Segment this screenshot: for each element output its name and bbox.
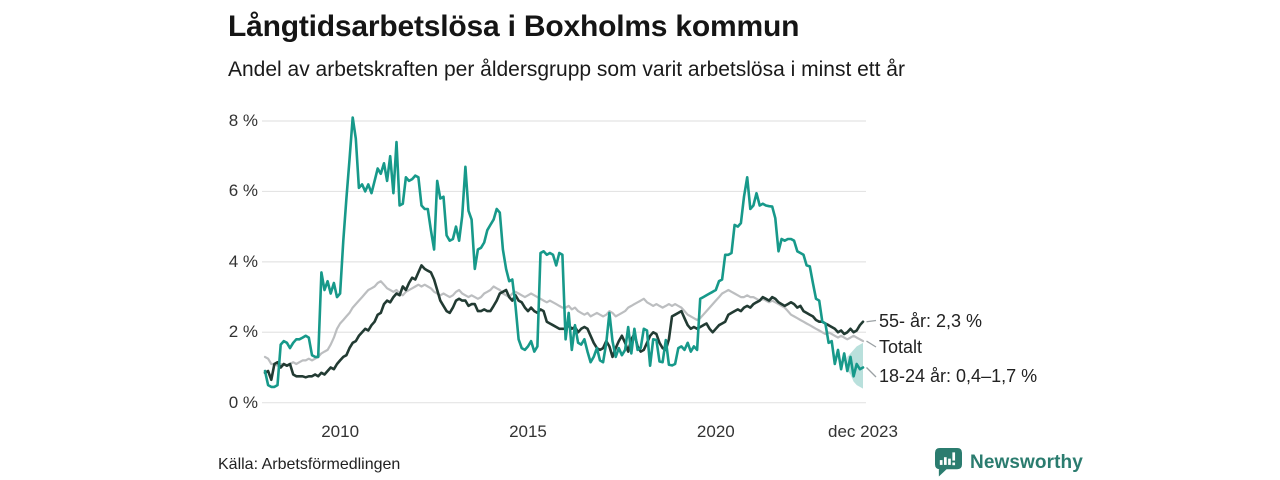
y-axis-tick-label: 6 % [228, 181, 258, 201]
y-axis-tick-label: 0 % [228, 392, 258, 412]
x-axis-tick-label: dec 2023 [828, 422, 898, 441]
newsworthy-icon [935, 448, 962, 477]
x-axis-tick-label: 2010 [321, 422, 360, 441]
series-line-18-24-ar [263, 116, 865, 389]
chart-subtitle: Andel av arbetskraften per åldersgrupp s… [228, 58, 905, 81]
newsworthy-logo[interactable]: Newsworthy [935, 448, 1083, 477]
leader-line-55-ar [866, 319, 877, 323]
y-axis-tick-label: 8 % [228, 111, 258, 130]
series-end-label-totalt: Totalt [879, 337, 923, 357]
leader-line-totalt [866, 340, 877, 348]
y-axis-tick-label: 2 % [228, 322, 258, 342]
y-axis-tick-label: 4 % [228, 251, 258, 271]
series-end-label-18-24-ar: 18-24 år: 0,4–1,7 % [879, 366, 1038, 386]
x-axis-tick-label: 2015 [509, 422, 547, 441]
leader-line-18-24-ar [866, 367, 877, 378]
chart-title: Långtidsarbetslösa i Boxholms kommun [228, 10, 800, 43]
x-axis-tick-label: 2020 [696, 422, 735, 441]
brand-name: Newsworthy [970, 451, 1083, 473]
series-end-label-55-ar: 55- år: 2,3 % [879, 311, 983, 331]
source-note: Källa: Arbetsförmedlingen [218, 456, 401, 473]
